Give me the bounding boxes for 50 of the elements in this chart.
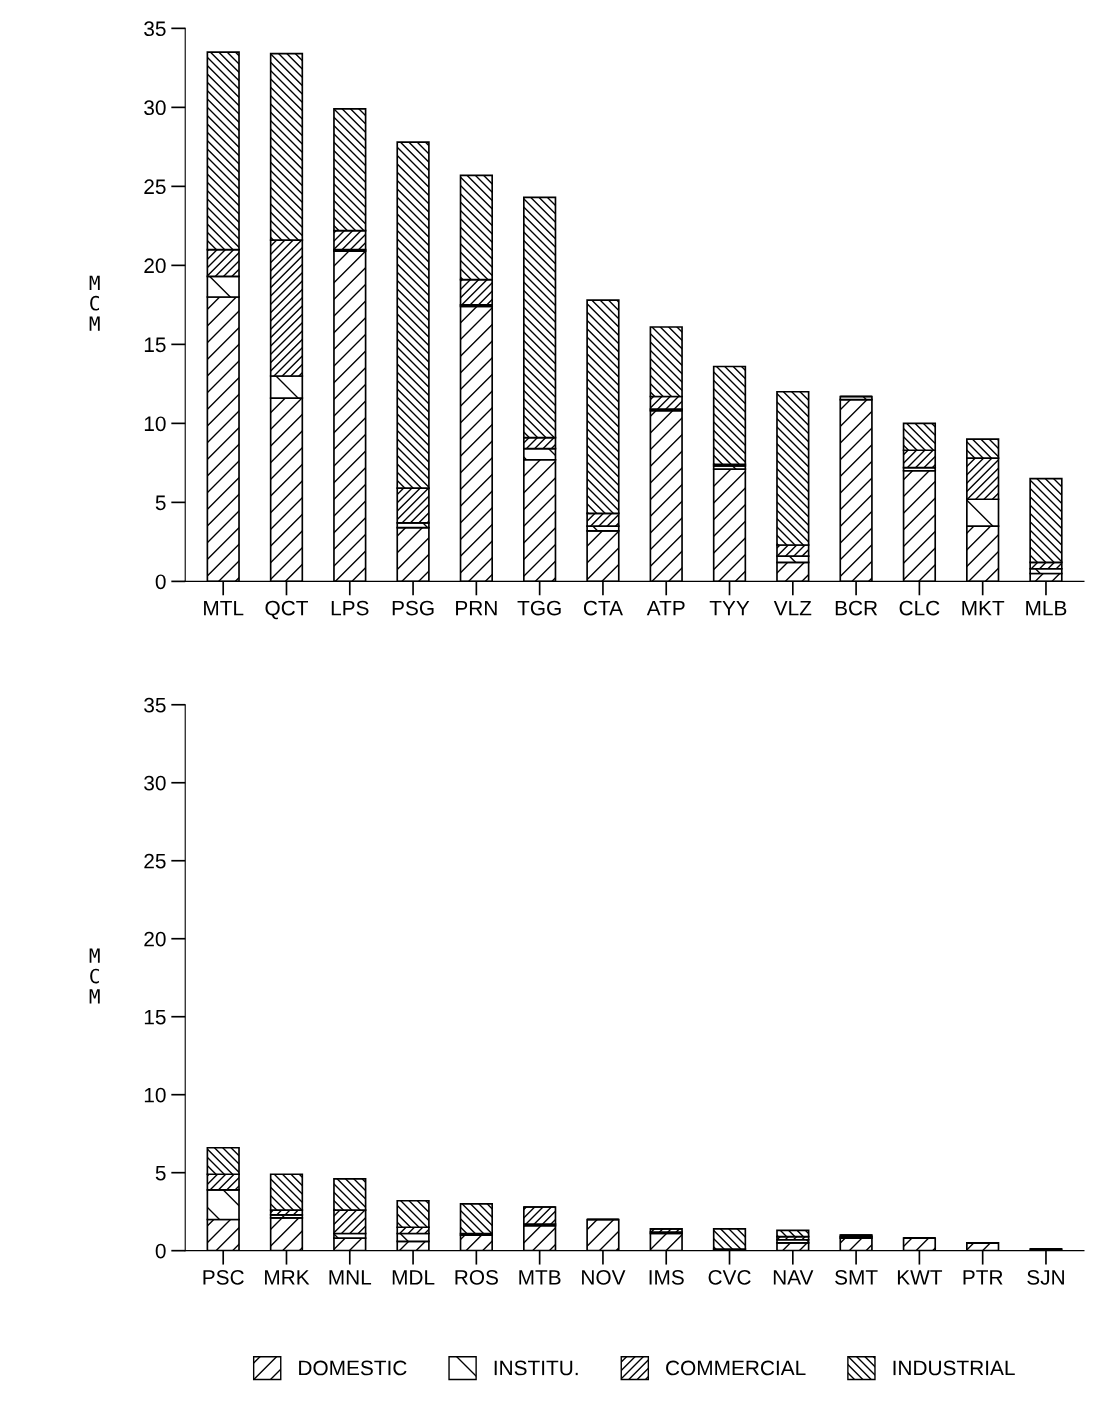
x-tick-label: QCT [265,600,308,620]
y-tick-label: 15 [144,1009,166,1025]
y-tick-label: 10 [144,1087,166,1103]
y-tick-label: 20 [144,258,166,274]
x-tick-label: VLZ [773,600,812,616]
y-tick-label: 20 [144,931,166,947]
legend-label: INDUSTRIAL [893,1360,1015,1376]
x-tick-label: MDL [392,1270,435,1285]
x-tick-label: CTA [583,600,623,616]
x-tick-label: SJN [1027,1269,1064,1285]
y-tick-label: 25 [144,179,166,195]
y-tick-label: 10 [144,416,166,432]
x-tick-label: CLC [899,600,940,616]
x-tick-label: KWT [897,1270,943,1285]
x-tick-label: PTR [963,1270,1003,1285]
x-tick-label: NAV [773,1270,814,1285]
x-tick-label: PRN [456,600,497,616]
x-tick-label: PSC [203,1269,244,1285]
x-tick-label: MTB [519,1270,561,1285]
x-tick-label: MNL [329,1270,372,1285]
x-tick-label: IMS [649,1269,684,1285]
y-axis-title: MCM [89,275,100,331]
y-axis-title: MCM [89,948,100,1004]
y-tick-label: 0 [155,574,166,590]
x-tick-label: MTL [204,600,244,616]
x-tick-label: TGG [517,600,561,616]
x-tick-label: ATP [646,600,685,616]
x-tick-label: BCR [835,600,878,616]
y-tick-label: 35 [144,21,166,37]
y-tick-label: 25 [144,853,166,869]
y-tick-label: 35 [144,697,166,713]
x-tick-label: LPS [331,600,369,616]
y-tick-label: 15 [144,337,166,353]
x-tick-label: PSG [392,600,434,616]
x-tick-label: MRK [265,1270,310,1285]
x-tick-label: CVC [708,1269,751,1285]
y-tick-label: 30 [144,100,166,116]
y-tick-label: 5 [155,495,166,511]
x-tick-label: MKT [962,600,1005,616]
y-tick-label: 0 [155,1243,166,1259]
x-tick-label: TYY [709,600,750,616]
legend-label: COMMERCIAL [666,1360,806,1376]
x-tick-label: NOV [582,1269,626,1285]
x-tick-label: MLB [1026,600,1067,616]
x-tick-label: ROS [455,1269,498,1285]
legend-label: INSTITU. [494,1360,578,1376]
y-tick-label: 5 [155,1165,166,1181]
legend-label: DOMESTIC [299,1360,407,1376]
y-tick-label: 30 [144,775,166,791]
x-tick-label: SMT [835,1269,878,1285]
